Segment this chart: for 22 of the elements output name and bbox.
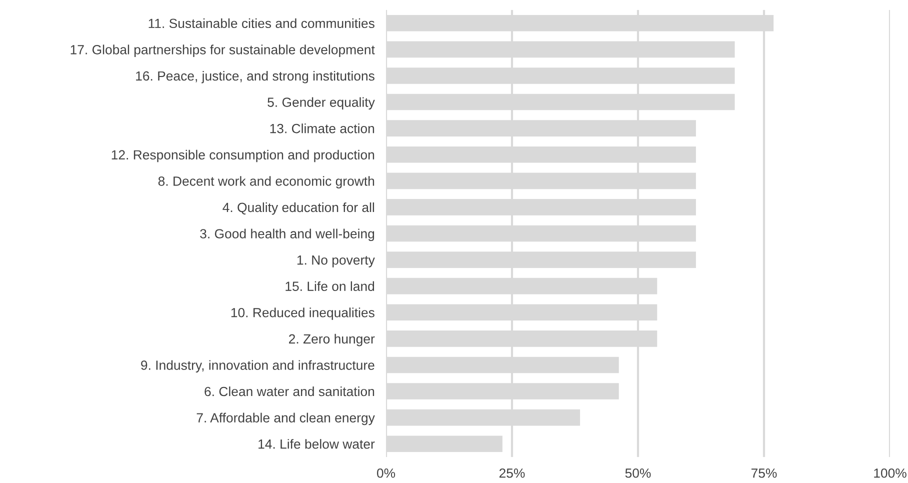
- x-tick-label: 75%: [751, 468, 777, 478]
- y-tick-label: 4. Quality education for all: [222, 202, 374, 215]
- y-tick-label: 2. Zero hunger: [289, 334, 375, 346]
- y-tick-label: 7. Affordable and clean energy: [196, 412, 375, 426]
- x-tick-label: 0%: [376, 468, 396, 478]
- y-tick-label: 1. No poverty: [297, 256, 375, 268]
- x-tick-label: 50%: [625, 468, 651, 478]
- y-tick-label: 10. Reduced inequalities: [231, 308, 374, 320]
- x-tick-label: 25%: [499, 468, 525, 478]
- y-tick-label: 17. Global partnerships for sustainable development: [70, 44, 375, 57]
- y-tick-label: 3. Good health and well-being: [200, 228, 374, 242]
- y-tick-label: 8. Decent work and economic growth: [158, 176, 374, 188]
- y-tick-label: 11. Sustainable cities and communities: [148, 18, 374, 28]
- y-tick-label: 5. Gender equality: [268, 97, 375, 110]
- y-tick-label: 6. Clean water and sanitation: [204, 386, 374, 396]
- x-tick-label: 100%: [874, 468, 906, 478]
- y-tick-label: 9. Industry, innovation and infrastructure: [141, 360, 374, 372]
- y-tick-label: 12. Responsible consumption and production: [112, 150, 374, 162]
- y-tick-label: 15. Life on land: [286, 281, 374, 291]
- y-tick-label: 13. Climate action: [270, 124, 374, 134]
- y-tick-label: 16. Peace, justice, and strong institutions: [136, 70, 374, 84]
- y-tick-label: 14. Life below water: [258, 439, 375, 449]
